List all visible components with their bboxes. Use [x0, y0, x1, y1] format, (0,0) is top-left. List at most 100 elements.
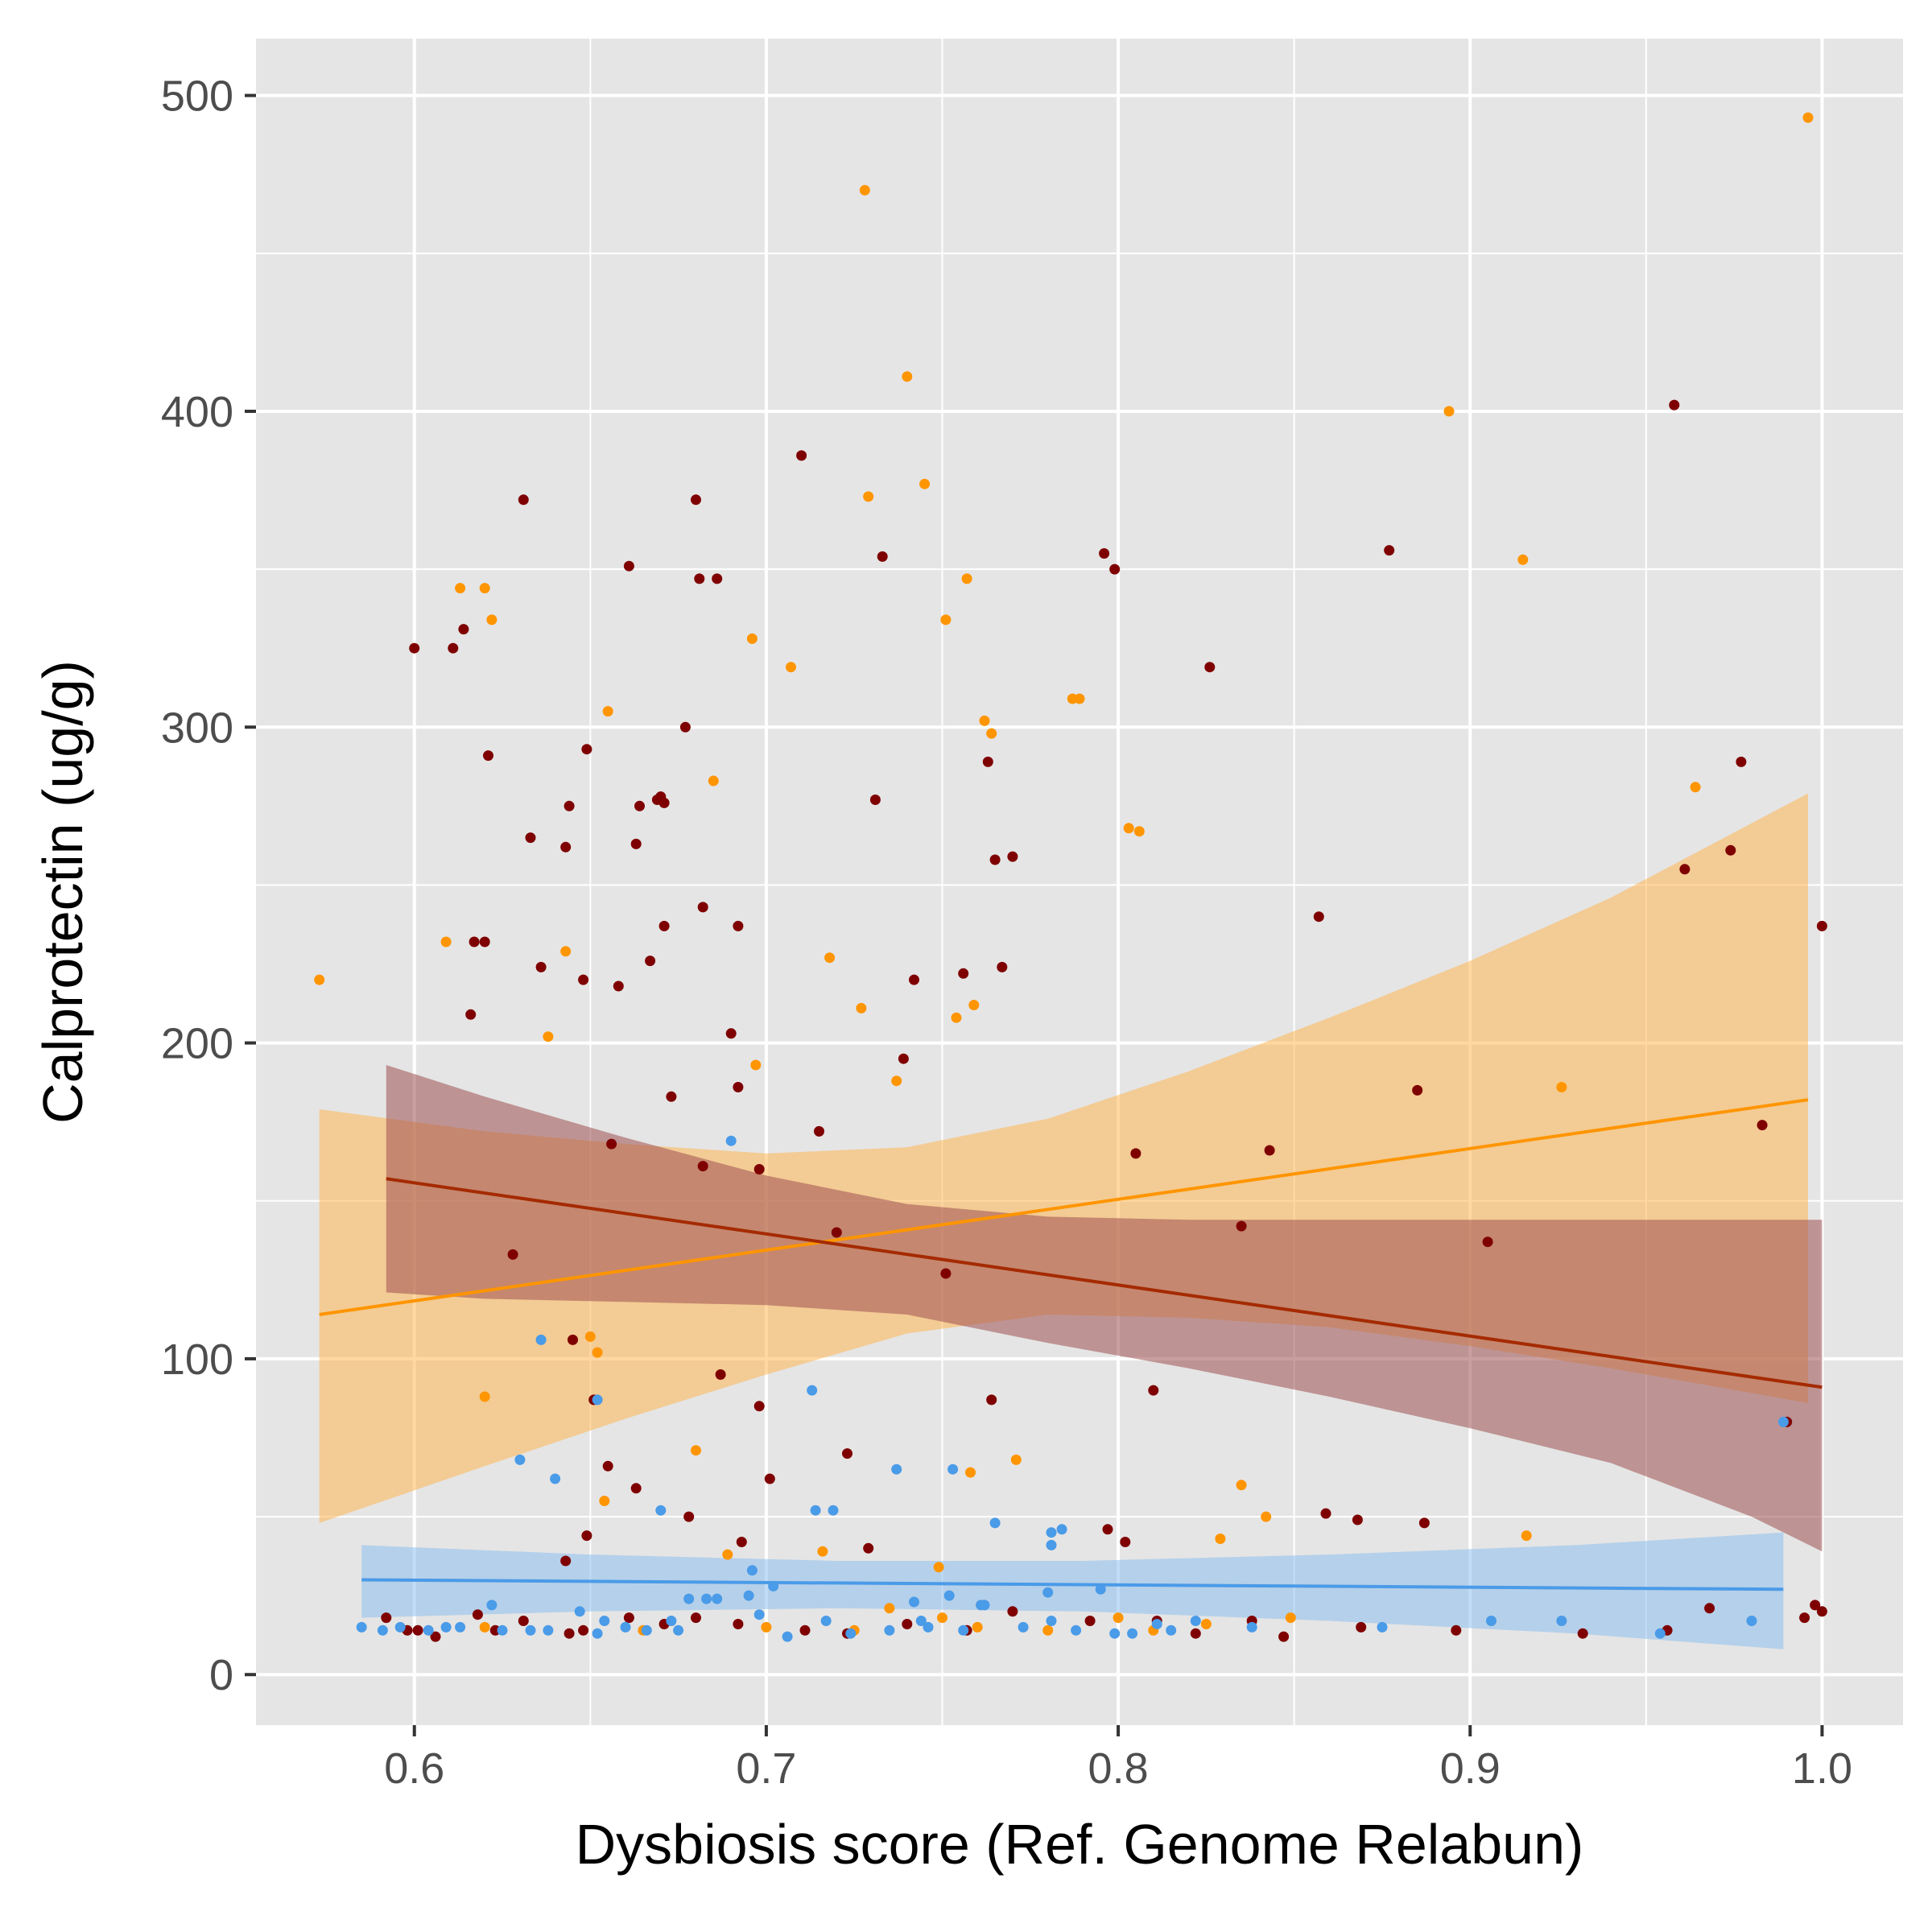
data-point-series-1 — [1215, 1534, 1226, 1544]
data-point-series-3 — [1377, 1621, 1388, 1633]
data-point-series-3 — [673, 1624, 684, 1636]
data-point-series-1 — [486, 614, 497, 625]
data-point-series-1 — [1236, 1480, 1247, 1491]
data-point-series-2 — [666, 1091, 677, 1102]
y-axis-title: Calprotectin (ug/g) — [31, 660, 94, 1124]
data-point-series-2 — [691, 494, 701, 506]
confidence-band-2 — [386, 1065, 1823, 1552]
data-point-series-2 — [989, 854, 1001, 865]
data-point-series-2 — [715, 1369, 726, 1380]
data-point-series-3 — [1095, 1583, 1106, 1595]
data-point-series-3 — [535, 1334, 547, 1345]
data-point-series-2 — [581, 744, 592, 755]
data-point-series-2 — [578, 974, 589, 985]
data-point-series-1 — [968, 1000, 980, 1010]
data-point-series-3 — [943, 1590, 955, 1601]
data-point-series-2 — [381, 1612, 392, 1624]
data-point-series-2 — [940, 1268, 952, 1279]
data-point-series-2 — [412, 1624, 423, 1636]
data-point-series-2 — [560, 1555, 572, 1567]
data-point-series-2 — [1736, 756, 1747, 767]
data-point-series-2 — [1102, 1524, 1113, 1535]
data-point-series-2 — [733, 920, 744, 931]
data-point-series-3 — [807, 1385, 818, 1396]
data-point-series-3 — [1046, 1616, 1057, 1626]
data-point-series-1 — [1010, 1454, 1022, 1465]
data-point-series-1 — [856, 1002, 867, 1013]
data-point-series-2 — [613, 980, 624, 992]
data-point-series-1 — [891, 1075, 902, 1087]
data-point-series-1 — [972, 1621, 983, 1633]
data-point-series-2 — [465, 1009, 477, 1020]
data-point-series-1 — [1802, 112, 1814, 123]
data-point-series-3 — [440, 1621, 452, 1633]
data-point-series-3 — [958, 1624, 969, 1636]
data-point-series-2 — [679, 721, 691, 733]
data-points — [314, 112, 1827, 1642]
data-point-series-2 — [1451, 1624, 1462, 1636]
data-point-series-2 — [518, 1616, 529, 1626]
data-point-series-2 — [1109, 564, 1121, 575]
data-point-series-2 — [1816, 1606, 1827, 1617]
data-point-series-3 — [753, 1609, 765, 1620]
data-point-series-3 — [497, 1624, 508, 1636]
confidence-band-3 — [361, 1532, 1784, 1649]
data-point-series-3 — [712, 1593, 723, 1604]
data-point-series-1 — [937, 1612, 947, 1624]
data-point-series-2 — [1669, 399, 1680, 411]
data-point-series-1 — [884, 1603, 895, 1614]
data-point-series-3 — [1654, 1628, 1666, 1639]
data-point-series-2 — [764, 1473, 775, 1484]
confidence-bands — [319, 793, 1823, 1649]
data-point-series-1 — [543, 1031, 554, 1042]
data-point-series-2 — [1130, 1148, 1141, 1159]
data-point-series-3 — [1486, 1616, 1496, 1626]
data-point-series-2 — [409, 642, 420, 654]
data-point-series-3 — [884, 1624, 895, 1636]
data-point-series-3 — [1046, 1539, 1057, 1550]
fit-line-3 — [361, 1578, 1784, 1591]
data-point-series-3 — [1190, 1616, 1201, 1626]
data-point-series-2 — [1099, 548, 1110, 559]
data-point-series-1 — [1113, 1612, 1124, 1624]
data-point-series-2 — [1352, 1514, 1363, 1525]
data-point-series-1 — [1517, 554, 1529, 565]
data-point-series-2 — [753, 1164, 765, 1174]
data-point-series-1 — [1123, 823, 1134, 834]
data-point-series-3 — [725, 1135, 737, 1146]
data-point-series-2 — [814, 1125, 824, 1137]
data-point-series-2 — [507, 1249, 518, 1260]
data-point-series-2 — [535, 961, 547, 972]
data-point-series-2 — [1278, 1631, 1290, 1642]
data-point-series-1 — [902, 371, 913, 382]
data-point-series-2 — [1757, 1120, 1768, 1131]
data-point-series-2 — [902, 1619, 913, 1629]
x-tick-label: 0.7 — [736, 1744, 796, 1793]
data-point-series-3 — [743, 1590, 754, 1601]
data-point-series-2 — [1204, 662, 1216, 673]
data-point-series-2 — [564, 1628, 575, 1639]
data-point-series-1 — [691, 1445, 701, 1456]
data-point-series-3 — [923, 1621, 934, 1633]
y-tick-label: 300 — [161, 704, 233, 752]
data-point-series-3 — [782, 1631, 793, 1642]
data-point-series-1 — [479, 1391, 490, 1402]
data-point-series-2 — [869, 795, 881, 805]
data-point-series-2 — [560, 841, 572, 852]
y-tick-label: 0 — [209, 1651, 233, 1699]
data-point-series-3 — [1018, 1621, 1029, 1633]
data-point-series-2 — [1384, 545, 1395, 556]
data-point-series-3 — [655, 1505, 667, 1516]
data-point-series-3 — [423, 1624, 434, 1636]
data-point-series-3 — [683, 1593, 695, 1604]
data-point-series-1 — [750, 1059, 762, 1071]
y-tick-label: 500 — [161, 72, 233, 121]
data-point-series-3 — [810, 1505, 821, 1516]
data-point-series-1 — [1074, 693, 1085, 704]
data-point-series-3 — [1127, 1628, 1138, 1639]
data-point-series-1 — [1285, 1612, 1296, 1624]
data-point-series-1 — [951, 1012, 962, 1023]
data-point-series-2 — [831, 1227, 842, 1238]
data-point-series-2 — [645, 956, 656, 967]
